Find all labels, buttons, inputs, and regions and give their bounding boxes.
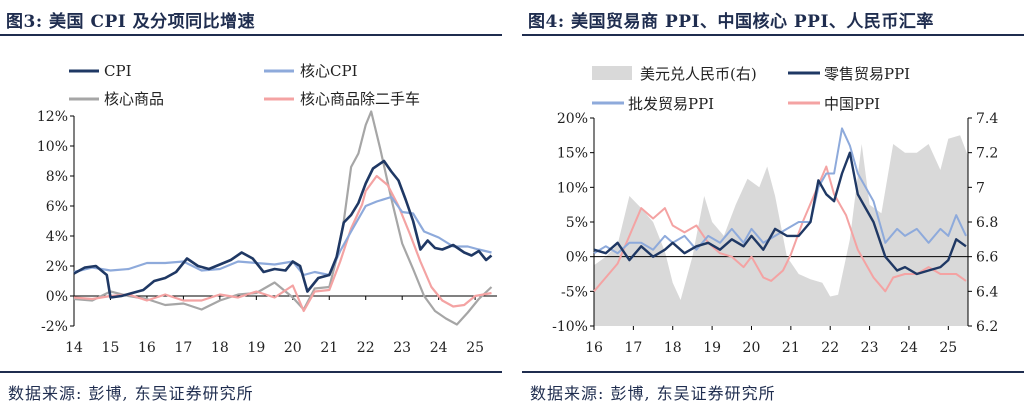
y2-tick-label: 6.2 xyxy=(976,319,998,335)
x-tick-label: 19 xyxy=(247,340,265,356)
x-tick-label: 16 xyxy=(585,340,603,356)
series-line-series-4 xyxy=(73,174,492,313)
x-tick-label: 14 xyxy=(65,340,83,356)
x-tick-label: 20 xyxy=(743,340,761,356)
series-line-ppi xyxy=(593,151,967,276)
figure-title: 图4: 美国贸易商 PPI、中国核心 PPI、人民币汇率 xyxy=(528,12,934,32)
y-tick-label: -10% xyxy=(552,319,588,335)
x-tick-label: 22 xyxy=(821,340,839,356)
title-rule xyxy=(522,34,1024,36)
legend-label: 核心商品 xyxy=(104,90,164,108)
x-tick-label: 17 xyxy=(624,340,642,356)
y-tick-label: -2% xyxy=(41,319,68,335)
legend-label: 中国PPI xyxy=(824,95,880,113)
legend-label: CPI xyxy=(104,62,132,80)
x-tick-label: 25 xyxy=(466,340,484,356)
x-tick-label: 23 xyxy=(393,340,411,356)
legend-label: 零售贸易PPI xyxy=(824,65,910,83)
title-rule xyxy=(0,34,502,36)
series-line-cpi xyxy=(73,195,492,277)
x-tick-label: 18 xyxy=(664,340,682,356)
source-note: 数据来源: 彭博, 东吴证券研究所 xyxy=(530,384,776,403)
x-tick-label: 15 xyxy=(102,340,120,356)
legend-label: 核心CPI xyxy=(300,62,358,80)
y-tick-label: 15% xyxy=(557,146,588,162)
series-line-cpi xyxy=(73,159,493,299)
legend-label: 批发贸易PPI xyxy=(628,95,714,113)
y-tick-label: 10% xyxy=(37,139,68,155)
cpi-chart: -2% 0% 2% 4% 6% 8% 10% 12% 14 15 16 17 18 19 20 21 22 23 2… xyxy=(37,62,497,356)
x-tick-label: 23 xyxy=(861,340,879,356)
legend-label: 美元兑人民币(右) xyxy=(640,65,757,83)
x-tick-label: 17 xyxy=(174,340,192,356)
x-tick-label: 25 xyxy=(939,340,957,356)
y-tick-label: 4% xyxy=(46,229,68,245)
y-tick-label: 12% xyxy=(37,109,68,125)
x-tick-label: 21 xyxy=(320,340,338,356)
x-tick-label: 20 xyxy=(284,340,302,356)
series-line-ppi xyxy=(593,127,967,255)
source-rule xyxy=(0,371,502,373)
y2-tick-label: 6.4 xyxy=(976,284,998,300)
figure-cpi: 图3: 美国 CPI 及分项同比增速 -2% 0% 2% 4% 6% 8% 10% 12% 14… xyxy=(0,0,502,410)
figure-ppi: 图4: 美国贸易商 PPI、中国核心 PPI、人民币汇率 -10% -5% 0% 5%… xyxy=(522,0,1024,410)
y-tick-label: 8% xyxy=(46,169,68,185)
y-tick-label: 0% xyxy=(46,289,68,305)
source-note: 数据来源: 彭博, 东吴证券研究所 xyxy=(8,384,254,403)
x-tick-label: 22 xyxy=(357,340,375,356)
x-tick-label: 24 xyxy=(430,340,448,356)
y-tick-label: 5% xyxy=(566,215,588,231)
y-tick-label: 0% xyxy=(566,250,588,266)
x-tick-label: 18 xyxy=(211,340,229,356)
series-line-ppi xyxy=(593,165,967,293)
legend-swatch xyxy=(592,66,632,80)
x-tick-label: 19 xyxy=(703,340,721,356)
y2-tick-label: 6.8 xyxy=(976,215,998,231)
y-tick-label: -5% xyxy=(561,284,588,300)
x-tick-label: 24 xyxy=(900,340,918,356)
y2-tick-label: 7.2 xyxy=(976,146,998,162)
y-tick-label: 10% xyxy=(557,180,588,196)
legend-label: 核心商品除二手车 xyxy=(300,90,420,108)
y-tick-label: 2% xyxy=(46,259,68,275)
y-tick-label: 6% xyxy=(46,199,68,215)
x-tick-label: 21 xyxy=(782,340,800,356)
x-tick-label: 16 xyxy=(138,340,156,356)
source-rule xyxy=(522,371,1024,373)
y2-tick-label: 7.4 xyxy=(976,111,998,127)
figure-title: 图3: 美国 CPI 及分项同比增速 xyxy=(6,12,256,32)
y2-tick-label: 6.6 xyxy=(976,250,998,266)
ppi-chart: -10% -5% 0% 5% 10% 15% 20% 6.2 6.4 6.6 6.8 7 7.2 7.4 1… xyxy=(552,65,998,356)
y-tick-label: 20% xyxy=(557,111,588,127)
y2-tick-label: 7 xyxy=(976,180,985,196)
